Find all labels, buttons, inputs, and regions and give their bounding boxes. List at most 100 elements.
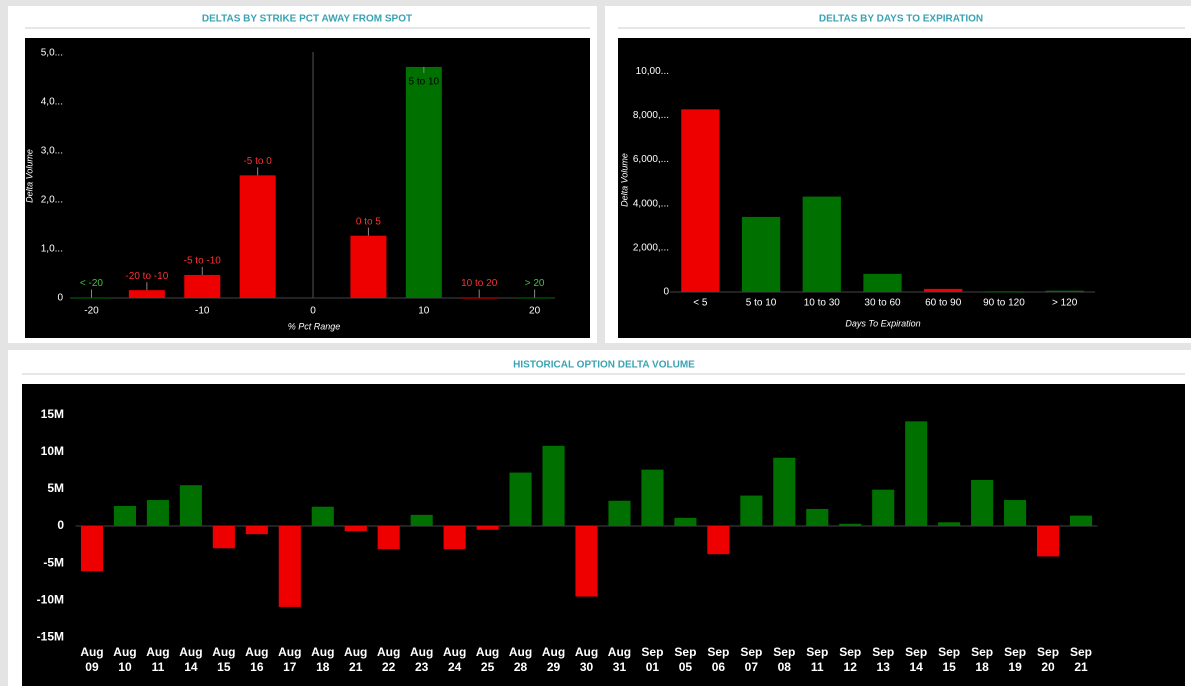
y-tick-label: 10M: [41, 444, 64, 458]
bar: [984, 291, 1024, 293]
x-tick-label: Aug 25: [476, 645, 499, 674]
x-tick-label: 10: [418, 306, 430, 317]
x-tick-label: Sep 19: [1004, 645, 1026, 674]
bar: [377, 526, 400, 550]
x-tick-label: -20: [84, 306, 99, 317]
y-tick-label: 4,0...: [41, 96, 63, 107]
x-tick-label: Sep 13: [872, 645, 894, 674]
bar: [542, 445, 565, 527]
x-tick-label: < 5: [693, 298, 708, 309]
y-axis-label: Delta Volume: [24, 149, 34, 203]
y-tick-label: 5M: [47, 481, 64, 495]
bar: [146, 500, 169, 527]
x-tick-label: Aug 29: [542, 645, 565, 674]
x-tick-label: Aug 09: [80, 645, 103, 674]
bar: [344, 526, 367, 532]
y-tick-label: -5M: [43, 555, 64, 569]
bar: [311, 506, 334, 527]
y-tick-label: 10,00...: [636, 66, 669, 77]
bar-label: > 20: [525, 278, 545, 289]
bar: [971, 479, 994, 527]
bar: [905, 421, 928, 527]
x-tick-label: Sep 07: [740, 645, 762, 674]
x-tick-label: 60 to 90: [925, 298, 962, 309]
bar: [924, 288, 963, 292]
y-tick-label: 15M: [41, 407, 64, 421]
x-tick-label: 5 to 10: [746, 298, 777, 309]
x-tick-label: Aug 28: [509, 645, 532, 674]
x-tick-label: Sep 01: [641, 645, 663, 674]
y-tick-label: 2,000,...: [633, 242, 669, 253]
x-tick-label: Aug 15: [212, 645, 235, 674]
x-tick-label: Sep 14: [905, 645, 927, 674]
x-tick-label: 20: [529, 306, 541, 317]
bar: [476, 526, 499, 530]
bar: [516, 297, 553, 299]
bar: [806, 508, 829, 527]
bar: [278, 526, 301, 607]
bar: [184, 274, 221, 298]
bar: [773, 457, 796, 527]
bar-label: -20 to -10: [125, 271, 168, 282]
bar: [73, 297, 110, 299]
x-tick-label: Sep 11: [806, 645, 828, 674]
x-tick-label: Aug 14: [179, 645, 202, 674]
y-axis-label: Delta Volume: [619, 153, 629, 207]
y-tick-label: 6,000,...: [633, 154, 669, 165]
bar: [245, 526, 268, 535]
panel-title: DELTAS BY DAYS TO EXPIRATION: [819, 14, 983, 25]
bar: [740, 495, 763, 527]
y-tick-label: -15M: [37, 629, 64, 643]
bar: [239, 175, 276, 298]
y-tick-label: 3,0...: [41, 145, 63, 156]
bar: [707, 526, 730, 555]
x-tick-label: Aug 23: [410, 645, 433, 674]
bar: [741, 216, 781, 292]
x-tick-label: Sep 08: [773, 645, 795, 674]
x-tick-label: Aug 31: [608, 645, 631, 674]
x-tick-label: Sep 21: [1070, 645, 1092, 674]
bar: [839, 523, 862, 527]
x-tick-label: Aug 16: [245, 645, 268, 674]
bar: [405, 66, 442, 299]
x-tick-label: -10: [195, 306, 210, 317]
bar: [1004, 500, 1027, 527]
bar: [113, 505, 136, 527]
bar: [1069, 515, 1093, 527]
x-tick-label: Sep 06: [707, 645, 729, 674]
bar-label: 5 to 10: [409, 77, 440, 88]
bar: [938, 522, 961, 527]
x-tick-label: 0: [310, 306, 316, 317]
x-axis-label: Days To Expiration: [845, 318, 920, 328]
x-tick-label: Aug 18: [311, 645, 334, 674]
bar-label: < -20: [80, 278, 104, 289]
y-tick-label: 8,000,...: [633, 110, 669, 121]
bar-label: 10 to 20: [461, 278, 498, 289]
bar: [212, 526, 235, 549]
bar: [1045, 290, 1084, 292]
y-tick-label: 5,0...: [41, 47, 63, 58]
x-tick-label: Sep 12: [839, 645, 861, 674]
bar: [575, 526, 598, 597]
bar: [674, 517, 697, 527]
bar: [1037, 526, 1060, 557]
x-tick-label: Aug 22: [377, 645, 400, 674]
bar: [443, 526, 466, 550]
x-tick-label: Aug 10: [113, 645, 136, 674]
bar: [80, 526, 104, 572]
bar: [179, 485, 202, 527]
x-tick-label: 30 to 60: [864, 298, 901, 309]
bar-label: 0 to 5: [356, 216, 381, 227]
bar: [681, 109, 720, 292]
bar: [509, 472, 532, 527]
y-tick-label: 0: [57, 293, 63, 304]
bar-label: -5 to -10: [184, 256, 222, 267]
x-tick-label: Aug 17: [278, 645, 301, 674]
bar: [641, 469, 664, 527]
y-tick-label: 0: [57, 518, 64, 532]
x-tick-label: Aug 24: [443, 645, 466, 674]
bar: [461, 297, 498, 299]
x-tick-label: > 120: [1052, 298, 1078, 309]
x-axis-label: % Pct Range: [288, 321, 341, 331]
